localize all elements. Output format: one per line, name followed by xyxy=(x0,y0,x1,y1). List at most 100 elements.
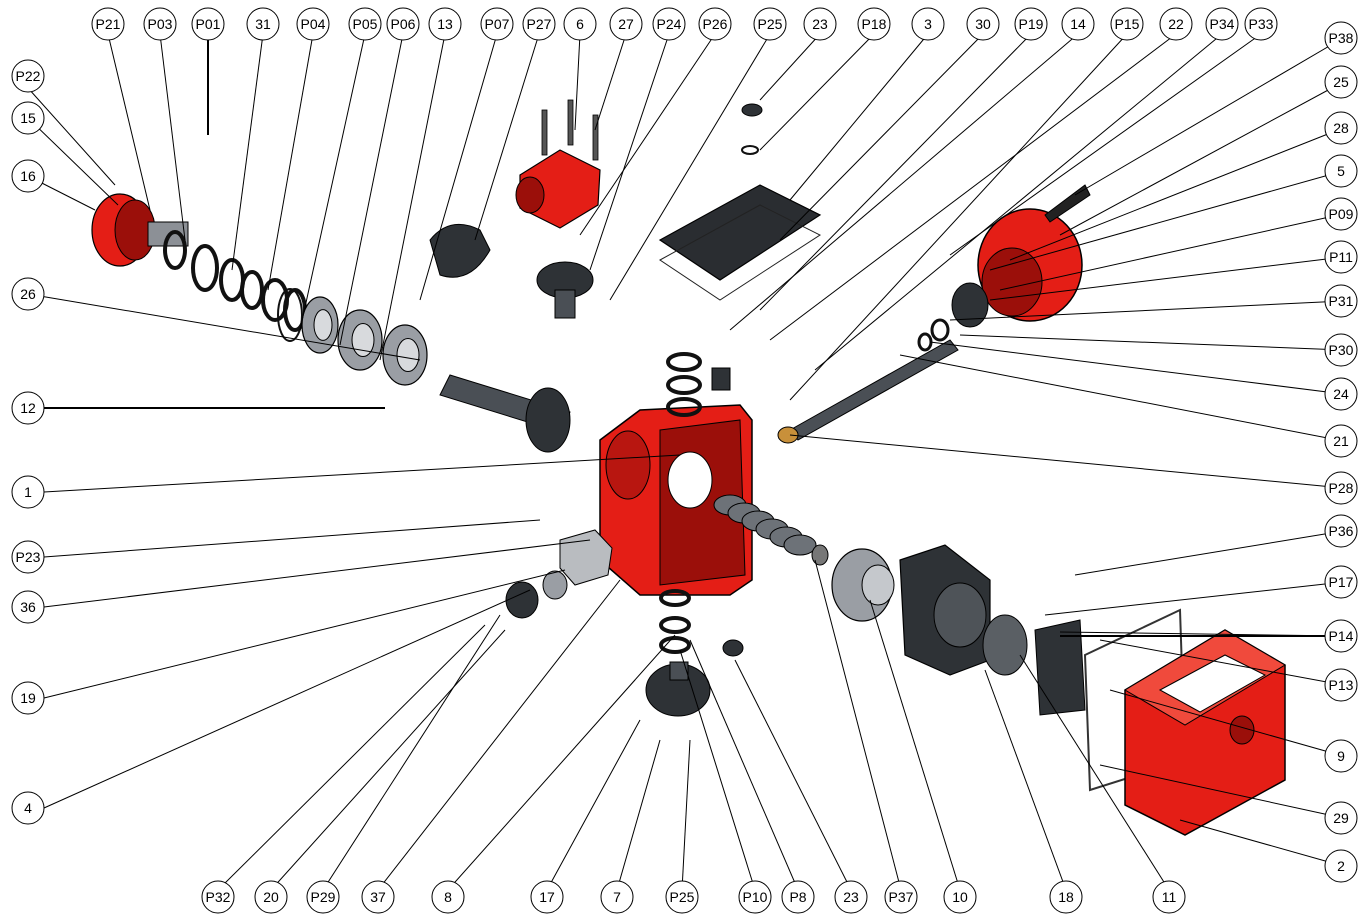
nut xyxy=(711,367,731,391)
callout-circle xyxy=(884,880,918,914)
leader-line xyxy=(949,300,1344,321)
callout-circle xyxy=(91,7,125,41)
callout-24: 24 xyxy=(1324,377,1358,411)
callout-label: 22 xyxy=(1168,16,1184,32)
callout-circle xyxy=(1152,880,1186,914)
bolt xyxy=(541,109,548,156)
callout-label: 26 xyxy=(20,286,36,302)
callout-p37: P37 xyxy=(884,880,918,914)
callout-p36: P36 xyxy=(1324,514,1358,548)
leader-line xyxy=(814,33,1223,371)
swash-plate xyxy=(982,614,1028,676)
leader-line xyxy=(43,539,591,608)
callout-label: P23 xyxy=(16,549,41,565)
main-housing-window xyxy=(667,451,713,509)
callout-circle xyxy=(1324,849,1358,883)
elbow-fitting xyxy=(429,223,491,278)
callout-p10: P10 xyxy=(738,880,772,914)
callout-27: 27 xyxy=(609,7,643,41)
callout-circle xyxy=(1324,111,1358,145)
leader-line xyxy=(681,739,691,891)
leader-line xyxy=(107,33,151,211)
callout-label: 9 xyxy=(1337,748,1345,764)
callout-circle xyxy=(1324,197,1358,231)
callout-circle xyxy=(11,391,45,425)
callout-label: P11 xyxy=(1329,249,1353,265)
callout-circle xyxy=(11,475,45,509)
leader-line xyxy=(789,33,1128,401)
seal-ring xyxy=(219,258,245,302)
callout-circle xyxy=(857,7,891,41)
callout-p04: P04 xyxy=(296,7,330,41)
callout-label: 4 xyxy=(24,800,32,816)
leader-line xyxy=(474,33,540,241)
leader-line xyxy=(1074,530,1344,576)
callout-label: 36 xyxy=(20,599,36,615)
callout-circle xyxy=(1324,377,1358,411)
callout-16: 16 xyxy=(11,159,45,193)
leader-line xyxy=(1074,37,1344,196)
leader-line xyxy=(1059,81,1344,236)
callout-p01: P01 xyxy=(191,7,225,41)
callout-label: 37 xyxy=(370,889,386,905)
callout-p8: P8 xyxy=(781,880,815,914)
seal-ring xyxy=(659,589,691,607)
callout-circle xyxy=(1014,7,1048,41)
leader-line xyxy=(377,579,621,891)
callout-circle xyxy=(11,277,45,311)
callout-circle xyxy=(1324,801,1358,835)
handle-lever xyxy=(1044,184,1091,223)
callout-label: P37 xyxy=(889,889,914,905)
leader-line xyxy=(546,719,641,891)
callout-label: P34 xyxy=(1210,16,1235,32)
leader-line xyxy=(679,649,756,891)
leader-line xyxy=(789,33,929,201)
callout-21: 21 xyxy=(1324,424,1358,458)
callout-circle xyxy=(348,7,382,41)
leader-line xyxy=(27,87,116,186)
leader-line xyxy=(1179,819,1344,867)
bearing-inner-race xyxy=(396,338,420,372)
callout-circle xyxy=(609,7,643,41)
leader-line xyxy=(270,629,506,891)
top-cover-plate xyxy=(658,184,822,281)
callout-label: 21 xyxy=(1333,433,1349,449)
callout-circle xyxy=(1324,65,1358,99)
callout-circle xyxy=(296,7,330,41)
callout-7: 7 xyxy=(600,880,634,914)
leader-lines-layer xyxy=(27,33,1344,891)
callout-circle xyxy=(1324,240,1358,274)
bearing-inner-race xyxy=(351,323,375,357)
callout-label: 27 xyxy=(618,16,634,32)
callout-circle xyxy=(11,681,45,715)
callout-p18: P18 xyxy=(857,7,891,41)
callout-label: 8 xyxy=(444,889,452,905)
callout-label: P31 xyxy=(1329,293,1354,309)
callout-label: P13 xyxy=(1329,677,1354,693)
seal-ring xyxy=(240,270,264,310)
leader-line xyxy=(759,33,1032,311)
bracket xyxy=(559,529,613,586)
callout-p14: P14 xyxy=(1324,619,1358,653)
callout-2: 2 xyxy=(1324,849,1358,883)
callout-label: P18 xyxy=(862,16,887,32)
callout-label: 2 xyxy=(1337,858,1345,874)
callout-label: P32 xyxy=(206,889,231,905)
leader-line xyxy=(217,624,486,891)
callout-circle xyxy=(665,880,699,914)
callout-circle xyxy=(803,7,837,41)
leader-line xyxy=(984,669,1067,891)
leader-line xyxy=(769,33,1177,341)
leader-line xyxy=(339,33,404,346)
callout-label: 7 xyxy=(613,889,621,905)
callout-25: 25 xyxy=(1324,65,1358,99)
callout-label: P14 xyxy=(1329,628,1354,644)
leader-line xyxy=(789,434,1344,489)
callout-label: 23 xyxy=(812,16,828,32)
rear-housing-port xyxy=(1229,715,1255,745)
callout-p09: P09 xyxy=(1324,197,1358,231)
callout-label: P04 xyxy=(301,16,326,32)
callout-circle xyxy=(652,7,686,41)
callout-circle xyxy=(11,101,45,135)
parts-layer xyxy=(91,99,1286,836)
